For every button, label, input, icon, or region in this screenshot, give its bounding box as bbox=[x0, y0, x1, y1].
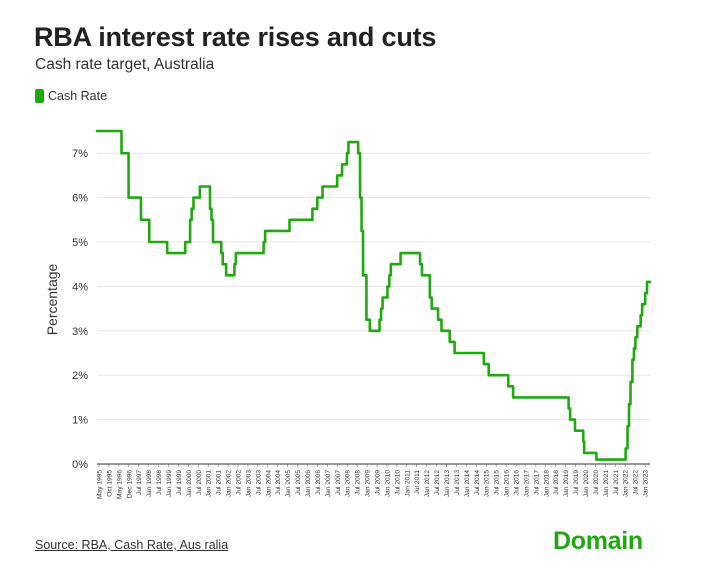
legend: Cash Rate bbox=[35, 89, 107, 103]
x-tick-label: Jul 2007 bbox=[335, 470, 342, 495]
x-tick-label: Jul 2014 bbox=[474, 470, 481, 495]
y-tick-label: 2% bbox=[72, 370, 88, 382]
x-tick-label: Jan 2020 bbox=[583, 470, 590, 497]
x-tick-label: Jan 2012 bbox=[424, 470, 431, 497]
x-tick-label: Jan 2015 bbox=[484, 470, 491, 497]
x-tick-label: Jul 2016 bbox=[513, 470, 520, 495]
x-tick-label: Jul 2006 bbox=[315, 470, 322, 495]
x-tick-label: Jul 2022 bbox=[633, 470, 640, 495]
source-link[interactable]: Source: RBA, Cash Rate, Aus ralia bbox=[35, 538, 229, 552]
chart-title: RBA interest rate rises and cuts bbox=[34, 22, 437, 52]
x-tick-label: Jul 2001 bbox=[216, 470, 223, 495]
x-tick-label: Jan 2013 bbox=[444, 470, 451, 497]
x-tick-label: Jan 2019 bbox=[563, 470, 570, 497]
legend-swatch bbox=[35, 89, 44, 103]
x-tick-label: Jan 2000 bbox=[186, 470, 193, 497]
x-tick-label: Jan 2006 bbox=[305, 470, 312, 497]
y-tick-label: 3% bbox=[72, 326, 88, 338]
x-tick-label: May 1995 bbox=[97, 470, 104, 499]
x-tick-label: Jan 2008 bbox=[345, 470, 352, 497]
x-tick-label: Jul 2008 bbox=[355, 470, 362, 495]
y-tick-label: 0% bbox=[72, 459, 88, 471]
x-tick-label: Jan 2004 bbox=[265, 470, 272, 497]
chart-subtitle: Cash rate target, Australia bbox=[35, 56, 215, 73]
x-tick-label: Oct 1995 bbox=[106, 470, 113, 497]
x-tick-label: Jul 2015 bbox=[494, 470, 501, 495]
legend-label: Cash Rate bbox=[48, 89, 108, 103]
x-tick-label: Jul 2017 bbox=[533, 470, 540, 495]
x-tick-label: Jan 2001 bbox=[206, 470, 213, 497]
x-tick-label: Jan 2016 bbox=[504, 470, 511, 497]
x-tick-label: Jul 2018 bbox=[553, 470, 560, 495]
x-tick-label: Jul 1997 bbox=[136, 470, 143, 495]
x-tick-label: Jul 2013 bbox=[454, 470, 461, 495]
x-tick-label: Jan 2009 bbox=[365, 470, 372, 497]
y-tick-label: 4% bbox=[72, 281, 88, 293]
x-tick-label: Jan 2002 bbox=[226, 470, 233, 497]
x-tick-label: Jan 2011 bbox=[404, 470, 411, 497]
x-tick-label: Jul 2010 bbox=[394, 470, 401, 495]
x-tick-label: Jul 1999 bbox=[176, 470, 183, 495]
x-tick-label: Jan 2003 bbox=[245, 470, 252, 497]
x-tick-label: Jul 2000 bbox=[196, 470, 203, 495]
x-axis-ticks: May 1995 Oct 1995 May 1996 Dec 1996 Jul 1997… bbox=[97, 464, 650, 499]
x-tick-label: Jul 2020 bbox=[593, 470, 600, 495]
x-tick-label: Jan 1998 bbox=[146, 470, 153, 497]
grid-lines bbox=[97, 152, 650, 421]
x-tick-label: Jul 2005 bbox=[295, 470, 302, 495]
x-tick-label: Jul 2009 bbox=[374, 470, 381, 495]
y-tick-label: 6% bbox=[72, 193, 88, 205]
x-tick-label: Jul 2003 bbox=[255, 470, 262, 495]
domain-logo: Domain bbox=[553, 527, 643, 555]
x-tick-label: Jul 2002 bbox=[235, 470, 242, 495]
x-tick-label: Jul 2021 bbox=[613, 470, 620, 495]
x-tick-label: May 1996 bbox=[116, 470, 123, 499]
x-tick-label: Jan 2007 bbox=[325, 470, 332, 497]
series-line-cash-rate bbox=[95, 129, 652, 461]
y-tick-label: 7% bbox=[72, 148, 88, 160]
x-tick-label: Jul 2011 bbox=[414, 470, 421, 495]
x-tick-label: Jan 2018 bbox=[543, 470, 550, 497]
x-tick-label: Jan 2022 bbox=[623, 470, 630, 497]
x-tick-label: Jan 2010 bbox=[384, 470, 391, 497]
x-tick-label: Jul 2012 bbox=[434, 470, 441, 495]
line-chart: 0% 1% 2% 3% 4% 5% 6% 7% May 1995 Oct 1995 May 199… bbox=[44, 129, 652, 499]
x-tick-label: Jan 2023 bbox=[643, 470, 650, 497]
y-axis-label: Percentage bbox=[44, 263, 60, 335]
x-tick-label: Jul 2019 bbox=[573, 470, 580, 495]
x-tick-label: Jan 2005 bbox=[285, 470, 292, 497]
y-axis-ticks: 0% 1% 2% 3% 4% 5% 6% 7% bbox=[72, 148, 88, 471]
x-tick-label: Jan 2021 bbox=[603, 470, 610, 497]
y-tick-label: 1% bbox=[72, 415, 88, 427]
y-tick-label: 5% bbox=[72, 237, 88, 249]
x-tick-label: Dec 1996 bbox=[126, 470, 133, 499]
series-group bbox=[95, 129, 652, 461]
x-tick-label: Jul 2004 bbox=[275, 470, 282, 495]
x-tick-label: Jan 2014 bbox=[464, 470, 471, 497]
x-tick-label: Jan 2017 bbox=[523, 470, 530, 497]
x-tick-label: Jan 1999 bbox=[166, 470, 173, 497]
x-tick-label: Jul 1998 bbox=[156, 470, 163, 495]
